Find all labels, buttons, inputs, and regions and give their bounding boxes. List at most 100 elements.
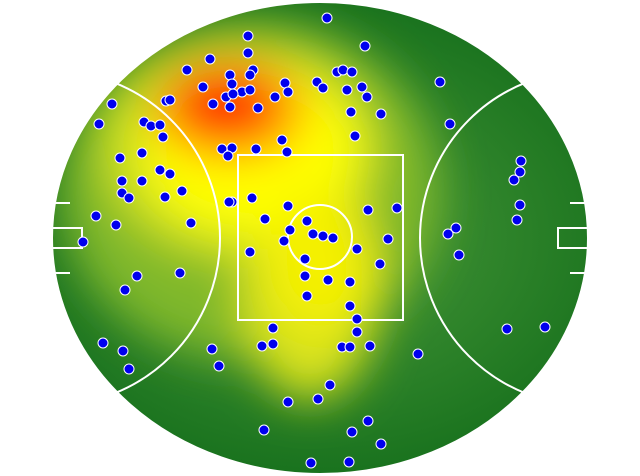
data-point [312,393,324,405]
data-point [136,175,148,187]
data-point [361,91,373,103]
data-point [106,98,118,110]
data-point [154,164,166,176]
data-point [364,340,376,352]
data-point [222,150,234,162]
data-point [256,340,268,352]
data-point [317,230,329,242]
data-point [322,274,334,286]
data-point [157,131,169,143]
data-point [362,415,374,427]
data-point [227,88,239,100]
data-point [110,219,122,231]
data-point [244,84,256,96]
data-point [346,66,358,78]
data-point [267,338,279,350]
data-point [344,341,356,353]
data-point [278,235,290,247]
data-point [444,118,456,130]
data-point [185,217,197,229]
data-point [224,69,236,81]
data-point [317,82,329,94]
data-point [242,47,254,59]
data-point [244,246,256,258]
data-point [252,102,264,114]
data-point [174,267,186,279]
data-point [282,396,294,408]
data-point [213,360,225,372]
data-point [77,236,89,248]
data-point [344,300,356,312]
data-point [207,98,219,110]
data-point [282,86,294,98]
data-point [375,438,387,450]
data-point [131,270,143,282]
data-point [351,313,363,325]
data-point [159,191,171,203]
data-point [345,106,357,118]
data-point [511,214,523,226]
data-point [90,210,102,222]
data-point [356,81,368,93]
data-point [327,232,339,244]
data-point [197,81,209,93]
data-point [224,101,236,113]
data-point [97,337,109,349]
data-point [123,192,135,204]
data-point [244,69,256,81]
data-point [341,84,353,96]
data-point [223,196,235,208]
data-point [276,134,288,146]
data-point [114,152,126,164]
data-point [351,243,363,255]
data-point [181,64,193,76]
data-point [351,326,363,338]
data-point [301,215,313,227]
data-point [284,224,296,236]
data-point [442,228,454,240]
data-point [154,119,166,131]
data-point [119,284,131,296]
data-point [242,30,254,42]
data-point [116,175,128,187]
data-point [226,78,238,90]
data-point [299,253,311,265]
data-point [204,53,216,65]
data-point [246,192,258,204]
data-point [514,166,526,178]
data-point [267,322,279,334]
data-point [453,249,465,261]
data-point [391,202,403,214]
data-point [279,77,291,89]
data-point [305,457,317,469]
data-point [282,200,294,212]
data-point [164,94,176,106]
data-point [539,321,551,333]
data-point [281,146,293,158]
data-point [359,40,371,52]
data-point [374,258,386,270]
data-point [337,64,349,76]
data-point [206,343,218,355]
data-point [250,143,262,155]
data-point [501,323,513,335]
data-point [145,120,157,132]
data-point [136,147,148,159]
data-point [176,185,188,197]
data-point [346,426,358,438]
data-point [508,174,520,186]
data-point [93,118,105,130]
data-point [324,379,336,391]
data-point [117,345,129,357]
data-point [434,76,446,88]
data-point [362,204,374,216]
data-point [412,348,424,360]
data-point [343,456,355,468]
data-point [349,130,361,142]
data-point [515,155,527,167]
data-point [514,199,526,211]
data-point [450,222,462,234]
data-point [382,233,394,245]
data-point [299,270,311,282]
